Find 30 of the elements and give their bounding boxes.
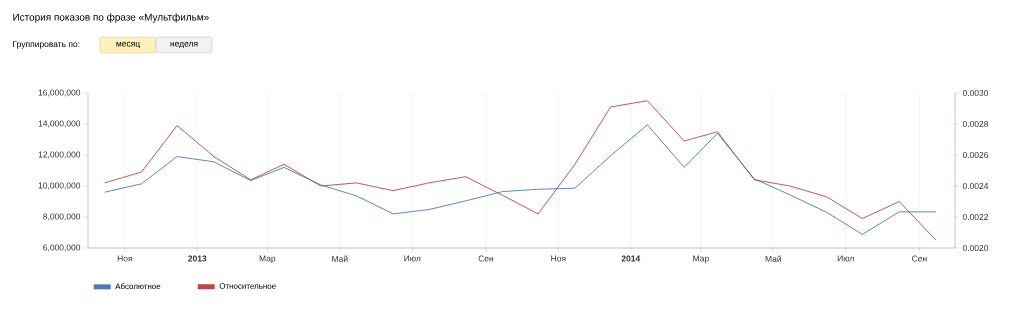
x-tick-label: Июл xyxy=(404,255,421,262)
y-tick-label: 6,000,000 xyxy=(43,244,81,252)
x-tick-label: Июл xyxy=(837,255,854,262)
y-tick-label: 10,000,000 xyxy=(38,182,81,190)
x-tick-label: Ноя xyxy=(117,255,132,262)
x-tick-label: Май xyxy=(332,255,348,262)
y-tick-label: 16,000,000 xyxy=(38,89,81,97)
y-tick-label: 8,000,000 xyxy=(43,213,81,221)
x-tick-label: Ноя xyxy=(551,255,566,262)
y2-tick-label: 0.0030 xyxy=(962,90,989,96)
x-tick-label: Сен xyxy=(478,255,494,262)
y-tick-label: 14,000,000 xyxy=(38,120,81,128)
y2-tick-label: 0.0024 xyxy=(962,183,989,189)
text: Группировать по: xyxy=(13,41,80,49)
y2-tick-label: 0.0020 xyxy=(962,245,989,251)
y2-tick-label: 0.0026 xyxy=(962,152,989,158)
text: месяц xyxy=(116,41,140,49)
x-tick-label: Мар xyxy=(259,255,276,264)
line-series xyxy=(104,124,937,235)
x-tick-label: Май xyxy=(765,255,781,262)
y-tick-label: 12,000,000 xyxy=(38,151,81,159)
y2-tick-label: 0.0022 xyxy=(962,214,989,220)
x-tick-label: 2014 xyxy=(621,255,641,262)
text: неделя xyxy=(170,41,198,49)
chart-title: История показов по фразе «Мультфильм» xyxy=(13,13,209,23)
x-tick-label: Сен xyxy=(912,255,927,262)
line-series xyxy=(104,100,937,241)
x-tick-label: 2013 xyxy=(188,255,207,262)
x-tick-label: Мар xyxy=(693,255,709,264)
y2-tick-label: 0.0028 xyxy=(962,121,989,127)
